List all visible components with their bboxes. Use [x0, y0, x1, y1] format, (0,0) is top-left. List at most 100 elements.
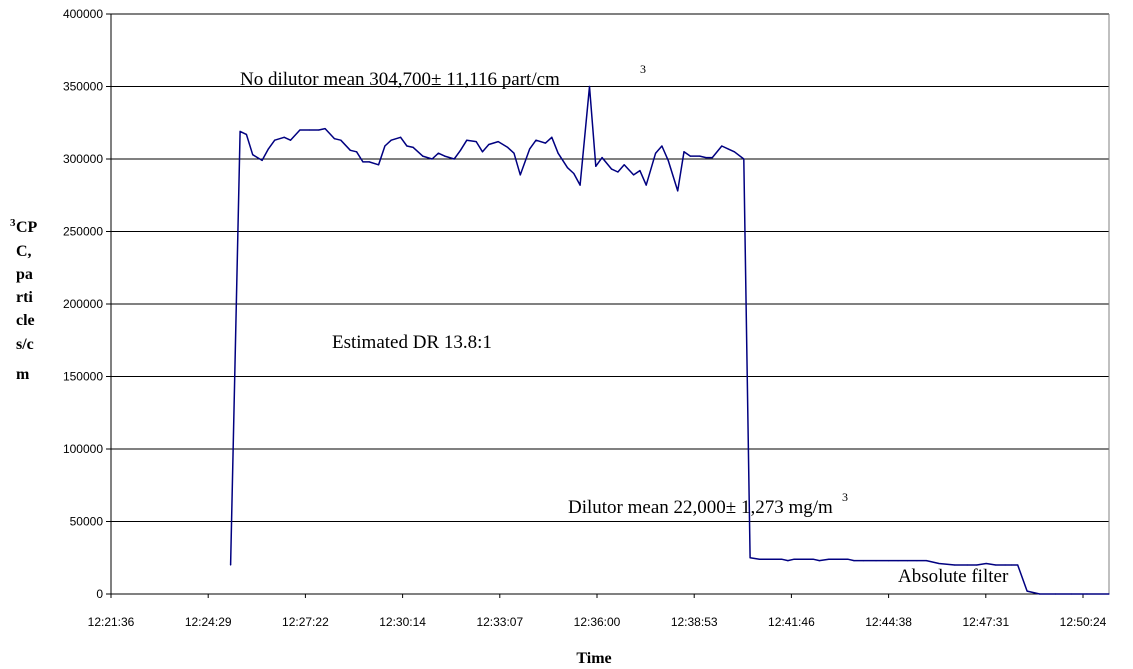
annotation-estimated-dr: Estimated DR 13.8:1: [332, 332, 492, 353]
data-point: [925, 560, 928, 562]
y-axis-label-line: CP: [16, 219, 38, 236]
data-point: [793, 558, 795, 560]
annotation-dilutor-text: Dilutor mean 22,000± 1,273 mg/m: [568, 497, 833, 518]
annotation-absolute-filter: Absolute filter: [898, 566, 1009, 587]
data-point: [245, 133, 247, 135]
data-point: [579, 184, 581, 186]
data-point: [683, 151, 685, 153]
data-point: [1108, 593, 1110, 595]
data-point: [444, 155, 446, 157]
data-point: [252, 154, 254, 156]
data-point: [610, 168, 613, 170]
data-point: [828, 558, 830, 560]
data-point: [466, 139, 468, 141]
data-point: [519, 174, 521, 176]
data-point: [667, 159, 669, 162]
x-axis-label: Time: [576, 650, 611, 667]
y-axis-label-line: s/c: [16, 336, 34, 353]
data-point: [1039, 593, 1041, 595]
data-point: [529, 148, 531, 150]
data-point: [459, 149, 462, 151]
y-axis-label-line: C,: [16, 243, 32, 260]
data-point: [588, 85, 591, 88]
y-axis-ticks: 0 50000 100000 150000 200000 250000 300000 3500…: [63, 7, 111, 601]
data-point: [497, 141, 499, 143]
data-point: [283, 136, 285, 138]
gridlines: [111, 13, 1109, 595]
data-point: [749, 557, 751, 559]
data-point: [230, 564, 232, 566]
y-axis-label-line: rti: [16, 289, 33, 306]
data-point: [535, 139, 537, 141]
data-point: [803, 558, 805, 560]
data-point: [765, 558, 767, 560]
data-point: [431, 158, 433, 160]
data-point: [633, 174, 635, 176]
data-point: [475, 141, 477, 143]
y-tick-label: 50000: [70, 515, 104, 529]
data-point: [507, 146, 509, 148]
data-point: [837, 558, 839, 560]
y-tick-label: 300000: [63, 152, 103, 166]
data-point: [318, 129, 320, 131]
annotation-no-dilutor: No dilutor mean 304,700± 11,116 part/cm …: [240, 62, 646, 90]
data-point: [721, 145, 723, 147]
data-point: [1070, 593, 1072, 595]
data-point: [689, 155, 691, 157]
x-tick-label: 12:41:46: [768, 615, 815, 629]
x-tick-label: 12:30:14: [379, 615, 426, 629]
data-point: [324, 127, 326, 130]
x-axis-ticks: 12:21:36 12:24:29 12:27:22 12:30:14 12:33:07…: [88, 594, 1107, 629]
data-point: [349, 149, 351, 151]
data-point: [818, 560, 820, 562]
data-point: [261, 159, 263, 162]
data-point: [758, 558, 761, 560]
data-point: [699, 155, 701, 157]
data-point: [938, 562, 940, 565]
data-point: [544, 142, 547, 144]
data-point: [333, 138, 336, 140]
data-point: [513, 152, 515, 154]
data-point: [551, 136, 553, 138]
data-point: [639, 170, 641, 172]
y-tick-label: 150000: [63, 370, 103, 384]
data-point: [566, 167, 569, 169]
x-tick-label: 12:21:36: [88, 615, 135, 629]
x-tick-label: 12:24:29: [185, 615, 232, 629]
data-point: [780, 558, 783, 560]
data-point: [976, 564, 978, 566]
data-point: [995, 564, 997, 566]
data-point: [390, 139, 392, 141]
data-point: [299, 129, 301, 131]
data-point: [437, 152, 440, 154]
data-point: [787, 560, 789, 562]
data-point: [573, 172, 575, 175]
x-tick-label: 12:50:24: [1060, 615, 1107, 629]
y-tick-label: 200000: [63, 297, 103, 311]
data-point: [362, 161, 364, 163]
annotation-no-dilutor-text: No dilutor mean 304,700± 11,116 part/cm: [240, 69, 560, 90]
series-layer: [229, 85, 1110, 595]
data-point: [771, 558, 773, 560]
data-point: [916, 560, 918, 562]
data-point: [384, 145, 386, 147]
x-tick-label: 12:47:31: [962, 615, 1009, 629]
y-tick-label: 0: [96, 587, 103, 601]
data-point: [340, 139, 342, 141]
annotation-dilutor-sup: 3: [842, 490, 848, 504]
data-point: [1017, 564, 1019, 566]
data-point: [1004, 564, 1006, 566]
data-point: [1054, 593, 1057, 595]
annotation-no-dilutor-sup: 3: [640, 62, 646, 76]
data-point: [488, 143, 490, 146]
data-point: [812, 558, 814, 560]
y-tick-label: 100000: [63, 442, 103, 456]
data-point: [711, 156, 713, 159]
data-point: [368, 161, 370, 163]
data-point: [853, 560, 855, 562]
data-point: [239, 130, 241, 133]
y-axis-label-superscript: 3: [10, 217, 16, 229]
data-point: [406, 145, 408, 147]
data-point: [875, 560, 877, 562]
y-axis-label-line: pa: [16, 266, 33, 283]
